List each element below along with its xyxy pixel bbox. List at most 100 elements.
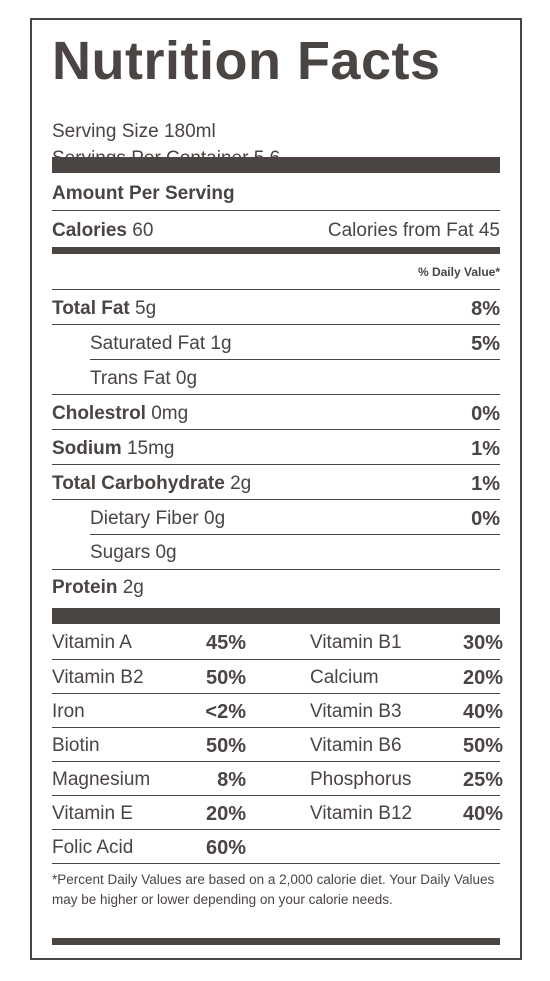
- divider: [90, 534, 500, 535]
- vitamin-row: Vitamin B6 50%: [310, 734, 503, 758]
- nutrient-amount: 0mg: [151, 403, 189, 424]
- vitamin-name: Iron: [52, 701, 85, 722]
- calories-from-fat: Calories from Fat 45: [327, 220, 500, 241]
- vitamin-percent: 45%: [205, 632, 246, 654]
- nutrient-name: Dietary Fiber: [90, 508, 199, 529]
- vitamin-name: Magnesium: [52, 769, 151, 790]
- divider: [52, 863, 500, 864]
- vitamin-percent: 60%: [205, 837, 246, 859]
- divider: [52, 569, 500, 570]
- label-title: Nutrition Facts: [52, 31, 441, 91]
- vitamin-row: Vitamin B2 50%: [52, 666, 246, 690]
- divider: [52, 727, 500, 728]
- daily-value-header: % Daily Value*: [417, 265, 500, 279]
- vitamin-row: Folic Acid 60%: [52, 836, 246, 860]
- vitamin-row: Vitamin A 45%: [52, 631, 246, 655]
- vitamin-row: Magnesium 8%: [52, 768, 246, 792]
- divider: [52, 795, 500, 796]
- vitamin-percent: 40%: [462, 701, 503, 723]
- vitamin-name: Vitamin B2: [52, 667, 144, 688]
- divider: [52, 761, 500, 762]
- calories-value: 60: [132, 220, 154, 241]
- vitamin-name: Vitamin B1: [310, 632, 402, 653]
- divider: [52, 829, 500, 830]
- vitamin-name: Vitamin A: [52, 632, 132, 653]
- medium-divider: [52, 247, 500, 254]
- nutrient-row-trans-fat: Trans Fat 0g: [90, 367, 500, 391]
- nutrient-name: Cholestrol: [52, 403, 146, 424]
- nutrient-amount: 2g: [122, 577, 144, 598]
- calories-label: Calories: [52, 220, 127, 241]
- vitamin-row: Vitamin E 20%: [52, 802, 246, 826]
- divider: [52, 429, 500, 430]
- nutrient-percent: 0%: [471, 403, 500, 425]
- serving-size: Serving Size 180ml: [52, 121, 216, 142]
- nutrient-row-saturated-fat: Saturated Fat 1g 5%: [90, 332, 500, 356]
- vitamin-name: Vitamin E: [52, 803, 133, 824]
- bottom-divider: [52, 938, 500, 945]
- vitamin-row: Biotin 50%: [52, 734, 246, 758]
- nutrient-percent: 8%: [471, 298, 500, 320]
- nutrient-amount: 2g: [230, 473, 252, 494]
- nutrient-name: Trans Fat: [90, 368, 171, 389]
- vitamin-name: Vitamin B6: [310, 735, 402, 756]
- vitamin-percent: 20%: [205, 803, 246, 825]
- nutrient-amount: 0g: [175, 368, 198, 389]
- vitamin-row: Calcium 20%: [310, 666, 503, 690]
- divider: [52, 693, 500, 694]
- vitamin-percent: 50%: [205, 667, 246, 689]
- nutrient-percent: 5%: [471, 333, 500, 355]
- nutrient-amount: 1g: [210, 333, 232, 354]
- vitamin-percent: 20%: [462, 667, 503, 689]
- thick-divider-vitamins: [52, 608, 500, 624]
- nutrient-amount: 15mg: [126, 438, 175, 459]
- vitamin-name: Vitamin B12: [310, 803, 413, 824]
- vitamin-row: Vitamin B1 30%: [310, 631, 503, 655]
- vitamin-percent: <2%: [205, 701, 246, 723]
- nutrient-row-cholestrol: Cholestrol 0mg 0%: [52, 402, 500, 426]
- nutrient-amount: 0g: [155, 542, 177, 563]
- vitamin-percent: 25%: [462, 769, 503, 791]
- footnote: *Percent Daily Values are based on a 2,0…: [52, 872, 495, 907]
- nutrient-row-dietary-fiber: Dietary Fiber 0g 0%: [90, 507, 500, 531]
- nutrient-row-sugars: Sugars 0g: [90, 541, 500, 565]
- divider: [52, 464, 500, 465]
- nutrient-amount: 0g: [204, 508, 226, 529]
- divider: [52, 659, 500, 660]
- nutrient-row-total-carbohydrate: Total Carbohydrate 2g 1%: [52, 472, 500, 496]
- nutrient-amount: 5g: [135, 298, 157, 319]
- nutrient-name: Sugars: [90, 542, 151, 563]
- amount-per-serving: Amount Per Serving: [52, 183, 235, 204]
- vitamin-percent: 50%: [205, 735, 246, 757]
- nutrient-name: Total Carbohydrate: [52, 473, 225, 494]
- vitamin-percent: 50%: [462, 735, 503, 757]
- nutrient-row-sodium: Sodium 15mg 1%: [52, 437, 500, 461]
- vitamin-percent: 8%: [217, 769, 246, 791]
- divider: [52, 394, 500, 395]
- vitamin-name: Vitamin B3: [310, 701, 402, 722]
- nutrient-row-total-fat: Total Fat 5g 8%: [52, 297, 500, 321]
- vitamin-row: Iron <2%: [52, 700, 246, 724]
- vitamin-percent: 40%: [462, 803, 503, 825]
- nutrient-percent: 1%: [471, 473, 500, 495]
- vitamin-percent: 30%: [462, 632, 503, 654]
- vitamin-name: Calcium: [310, 667, 379, 688]
- calories-row: Calories 60 Calories from Fat 45: [52, 219, 500, 243]
- vitamin-row: Vitamin B3 40%: [310, 700, 503, 724]
- nutrient-percent: 1%: [471, 438, 500, 460]
- thick-divider-top: [52, 157, 500, 173]
- nutrient-name: Protein: [52, 577, 118, 598]
- vitamin-name: Phosphorus: [310, 769, 412, 790]
- divider: [52, 499, 500, 500]
- nutrient-name: Total Fat: [52, 298, 130, 319]
- nutrition-label: Nutrition Facts Serving Size 180ml Servi…: [30, 18, 522, 960]
- vitamin-row: Phosphorus 25%: [310, 768, 503, 792]
- vitamin-name: Folic Acid: [52, 837, 134, 858]
- nutrient-name: Saturated Fat: [90, 333, 206, 354]
- nutrient-row-protein: Protein 2g: [52, 576, 500, 600]
- divider: [52, 324, 500, 325]
- vitamin-name: Biotin: [52, 735, 100, 756]
- nutrient-name: Sodium: [52, 438, 122, 459]
- divider: [90, 359, 500, 360]
- vitamin-row: Vitamin B12 40%: [310, 802, 503, 826]
